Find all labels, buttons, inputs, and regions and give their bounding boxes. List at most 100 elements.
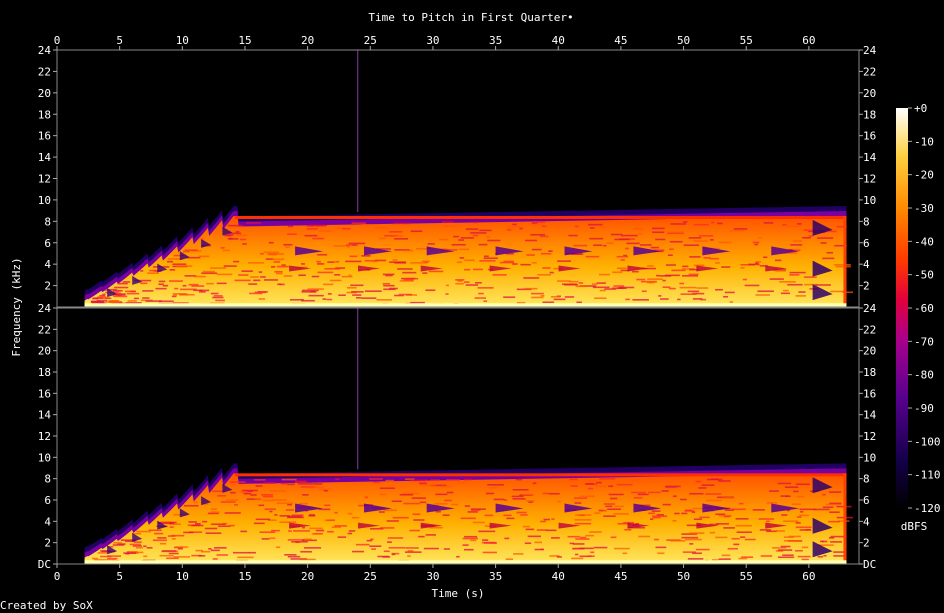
spectral-streak <box>781 514 788 516</box>
spectral-streak <box>182 284 187 287</box>
spectral-streak <box>769 278 784 280</box>
spectral-streak <box>249 292 263 295</box>
spectral-streak <box>311 275 320 278</box>
spectral-streak <box>183 504 199 507</box>
spectral-streak <box>562 283 578 286</box>
spectral-streak <box>541 225 547 228</box>
spectral-streak <box>392 259 398 261</box>
y-tick-label: 12 <box>38 430 51 443</box>
spectral-streak <box>585 255 600 258</box>
spectral-streak <box>211 490 226 492</box>
spectral-streak <box>688 273 699 276</box>
spectral-streak <box>245 222 261 224</box>
spectral-streak <box>486 236 490 238</box>
colorbar-tick-label: -120 <box>914 502 941 515</box>
spectral-streak <box>304 547 322 549</box>
spectral-streak <box>303 538 312 541</box>
spectral-streak <box>723 527 735 529</box>
spectral-streak <box>599 226 606 229</box>
spectral-streak <box>167 258 183 260</box>
spectral-streak <box>464 268 471 271</box>
x-tick-label: 60 <box>802 570 815 583</box>
spectral-streak <box>97 552 109 554</box>
spectral-streak <box>572 543 585 545</box>
spectral-streak <box>553 267 563 270</box>
spectral-streak <box>180 293 195 296</box>
x-tick-label-top: 10 <box>176 34 189 47</box>
spectral-streak <box>738 502 744 505</box>
spectral-streak <box>506 228 515 230</box>
spectral-streak <box>455 279 465 281</box>
spectral-streak <box>254 291 266 294</box>
spectral-streak <box>284 554 297 556</box>
spectral-streak <box>279 515 291 517</box>
spectral-streak <box>399 280 414 282</box>
spectral-streak <box>550 296 560 298</box>
spectral-streak <box>513 553 524 555</box>
spectral-streak <box>117 282 128 285</box>
spectral-streak <box>347 512 353 515</box>
spectral-streak <box>393 222 410 225</box>
spectral-streak <box>412 513 421 516</box>
spectral-streak <box>755 294 770 296</box>
spectral-streak <box>440 485 453 488</box>
spectral-streak <box>159 542 167 545</box>
spectral-streak <box>463 478 472 481</box>
spectral-streak <box>382 556 391 558</box>
y-tick-label: 20 <box>38 87 51 100</box>
spectral-streak <box>242 243 247 245</box>
spectral-streak <box>205 532 222 534</box>
spectral-streak <box>309 514 315 516</box>
spectral-streak <box>659 275 672 277</box>
spectral-streak <box>487 239 501 242</box>
spectral-streak <box>638 535 651 538</box>
spectral-streak <box>482 551 497 554</box>
colorbar-tick-label: -50 <box>914 269 934 282</box>
spectral-streak <box>681 268 695 270</box>
spectral-streak <box>735 518 749 520</box>
colorbar-tick-label: -90 <box>914 402 934 415</box>
spectral-streak <box>419 501 427 504</box>
spectral-streak <box>783 539 795 542</box>
spectral-streak <box>796 495 805 498</box>
spectral-streak <box>301 291 317 293</box>
spectral-streak <box>418 535 425 538</box>
y-tick-label: 14 <box>38 151 52 164</box>
spectral-notch <box>201 496 212 506</box>
spectral-streak <box>829 502 842 505</box>
spectral-streak <box>460 517 476 520</box>
spectral-streak <box>309 527 323 530</box>
spectral-streak <box>210 508 218 510</box>
spectral-streak <box>557 260 571 262</box>
spectral-streak <box>276 272 283 275</box>
spectral-streak <box>453 235 459 238</box>
spectral-streak <box>692 552 702 555</box>
spectral-streak <box>503 296 516 298</box>
spectral-streak <box>188 283 199 286</box>
spectral-streak <box>657 552 665 555</box>
spectral-streak <box>463 548 474 551</box>
spectral-streak <box>706 478 723 481</box>
spectral-streak <box>525 528 535 531</box>
spectral-streak <box>679 282 685 285</box>
spectral-streak <box>742 278 748 281</box>
spectral-streak <box>738 557 748 560</box>
x-tick-label: 10 <box>176 570 189 583</box>
y-tick-label: 24 <box>38 302 52 315</box>
spectral-streak <box>286 516 304 519</box>
spectral-streak <box>516 302 526 304</box>
y-tick-label-right: 12 <box>863 430 876 443</box>
spectral-streak <box>706 499 722 502</box>
spectral-streak <box>612 271 623 274</box>
spectral-streak <box>248 551 256 554</box>
spectral-streak <box>317 253 328 256</box>
spectral-streak <box>755 261 761 263</box>
spectral-streak <box>264 508 276 510</box>
spectral-streak <box>207 512 219 515</box>
spectral-streak <box>470 539 477 542</box>
spectral-streak <box>609 497 618 500</box>
spectral-streak <box>157 537 167 539</box>
spectral-streak <box>324 519 331 522</box>
spectral-streak <box>718 480 731 482</box>
spectral-streak <box>166 260 174 263</box>
